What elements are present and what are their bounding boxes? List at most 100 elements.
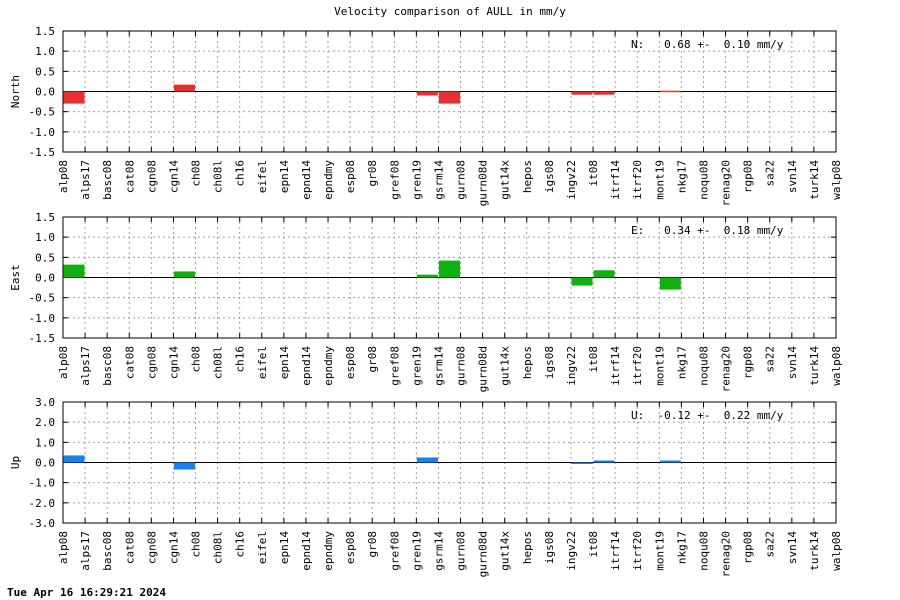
up-category-label: nkg17 <box>675 531 688 564</box>
north-category-label: eifel <box>256 160 269 193</box>
up-category-label: ch08l <box>212 531 225 564</box>
east-ytick-label: 0.5 <box>35 251 55 264</box>
east-category-label: epnd14 <box>300 346 313 386</box>
east-category-label: noqu08 <box>697 346 710 386</box>
east-category-label: mont19 <box>653 346 666 386</box>
up-category-label: igs08 <box>543 531 556 564</box>
up-bar-alp08 <box>63 455 85 463</box>
north-category-label: hepos <box>521 160 534 193</box>
east-category-label: nkg17 <box>675 346 688 379</box>
north-category-label: nkg17 <box>675 160 688 193</box>
up-category-label: alps17 <box>79 531 92 571</box>
east-ytick-label: 1.0 <box>35 231 55 244</box>
up-category-label: gurn08 <box>455 531 468 571</box>
east-category-label: gren19 <box>410 346 423 386</box>
north-category-label: rgp08 <box>742 160 755 193</box>
east-bar-mont19 <box>659 277 681 290</box>
east-category-label: gurn08d <box>477 346 490 392</box>
east-axis-label: East <box>9 264 22 291</box>
east-category-label: it08 <box>587 346 600 373</box>
north-category-label: renag20 <box>720 160 733 206</box>
north-category-label: turk14 <box>808 160 821 200</box>
up-category-label: mont19 <box>653 531 666 571</box>
up-category-label: alp08 <box>57 531 70 564</box>
up-category-label: renag20 <box>720 531 733 577</box>
east-category-label: svn14 <box>786 346 799 379</box>
up-category-label: epndmy <box>322 531 335 571</box>
timestamp: Tue Apr 16 16:29:21 2024 <box>7 586 166 599</box>
up-bar-cgn14 <box>173 462 195 470</box>
north-category-label: gren19 <box>410 160 423 200</box>
up-annotation: U: -0.12 +- 0.22 mm/y <box>631 409 784 422</box>
up-bar-ingv22 <box>571 462 593 464</box>
east-category-label: gref08 <box>388 346 401 386</box>
north-category-label: itrf20 <box>631 160 644 200</box>
north-category-label: igs08 <box>543 160 556 193</box>
east-category-label: cgn14 <box>167 346 180 379</box>
up-category-label: svn14 <box>786 531 799 564</box>
east-ytick-label: -0.5 <box>29 292 56 305</box>
up-ytick-label: 3.0 <box>35 396 55 409</box>
up-ytick-label: -2.0 <box>29 497 56 510</box>
north-category-label: svn14 <box>786 160 799 193</box>
north-category-label: gurn08 <box>455 160 468 200</box>
north-ytick-label: -1.0 <box>29 126 56 139</box>
east-category-label: itrf14 <box>609 346 622 386</box>
north-bar-gren19 <box>416 91 438 96</box>
east-ytick-label: -1.0 <box>29 312 56 325</box>
up-category-label: gref08 <box>388 531 401 571</box>
east-category-label: epndmy <box>322 346 335 386</box>
up-ytick-label: 1.0 <box>35 436 55 449</box>
east-plot-frame <box>62 216 837 339</box>
east-category-label: cat08 <box>123 346 136 379</box>
east-category-label: gurn08 <box>455 346 468 386</box>
up-ytick-label: -1.0 <box>29 477 56 490</box>
north-category-label: alp08 <box>57 160 70 193</box>
east-category-label: ch08l <box>212 346 225 379</box>
north-axis-label: North <box>9 75 22 108</box>
north-category-label: ch08l <box>212 160 225 193</box>
up-category-label: hepos <box>521 531 534 564</box>
east-bar-cgn14 <box>173 271 195 278</box>
north-category-label: gut14x <box>499 160 512 200</box>
north-category-label: noqu08 <box>697 160 710 200</box>
east-category-label: gsrm14 <box>432 346 445 386</box>
north-ytick-label: -1.5 <box>29 146 56 159</box>
east-category-label: gut14x <box>499 346 512 386</box>
east-category-label: alp08 <box>57 346 70 379</box>
up-bar-it08 <box>593 460 615 463</box>
north-category-label: basc08 <box>101 160 114 200</box>
chart-title: Velocity comparison of AULL in mm/y <box>334 5 566 18</box>
north-category-label: epn14 <box>278 160 291 193</box>
east-category-label: esp08 <box>344 346 357 379</box>
north-bar-alp08 <box>63 91 85 104</box>
up-category-label: ch16 <box>234 531 247 558</box>
north-bar-gsrm14 <box>439 91 460 104</box>
east-ytick-label: -1.5 <box>29 332 56 345</box>
up-category-label: epnd14 <box>300 531 313 571</box>
up-category-label: gurn08d <box>477 531 490 577</box>
up-category-label: esp08 <box>344 531 357 564</box>
up-category-label: sa22 <box>764 531 777 558</box>
east-annotation: E: 0.34 +- 0.18 mm/y <box>631 224 784 237</box>
east-ytick-label: 1.5 <box>35 211 55 224</box>
up-category-label: rgp08 <box>742 531 755 564</box>
east-category-label: itrf20 <box>631 346 644 386</box>
up-category-label: basc08 <box>101 531 114 571</box>
east-category-label: gr08 <box>366 346 379 373</box>
north-category-label: it08 <box>587 160 600 187</box>
up-category-label: noqu08 <box>697 531 710 571</box>
north-category-label: epndmy <box>322 160 335 200</box>
up-bar-mont19 <box>659 460 681 463</box>
east-category-label: turk14 <box>808 346 821 386</box>
east-category-label: alps17 <box>79 346 92 386</box>
north-bar-ingv22 <box>571 91 593 95</box>
north-bar-cgn14 <box>173 84 195 92</box>
east-category-label: renag20 <box>720 346 733 392</box>
up-category-label: ingv22 <box>565 531 578 571</box>
up-category-label: cgn14 <box>167 531 180 564</box>
east-bar-ingv22 <box>571 277 593 286</box>
north-bar-it08 <box>593 91 615 95</box>
up-category-label: cgn08 <box>145 531 158 564</box>
